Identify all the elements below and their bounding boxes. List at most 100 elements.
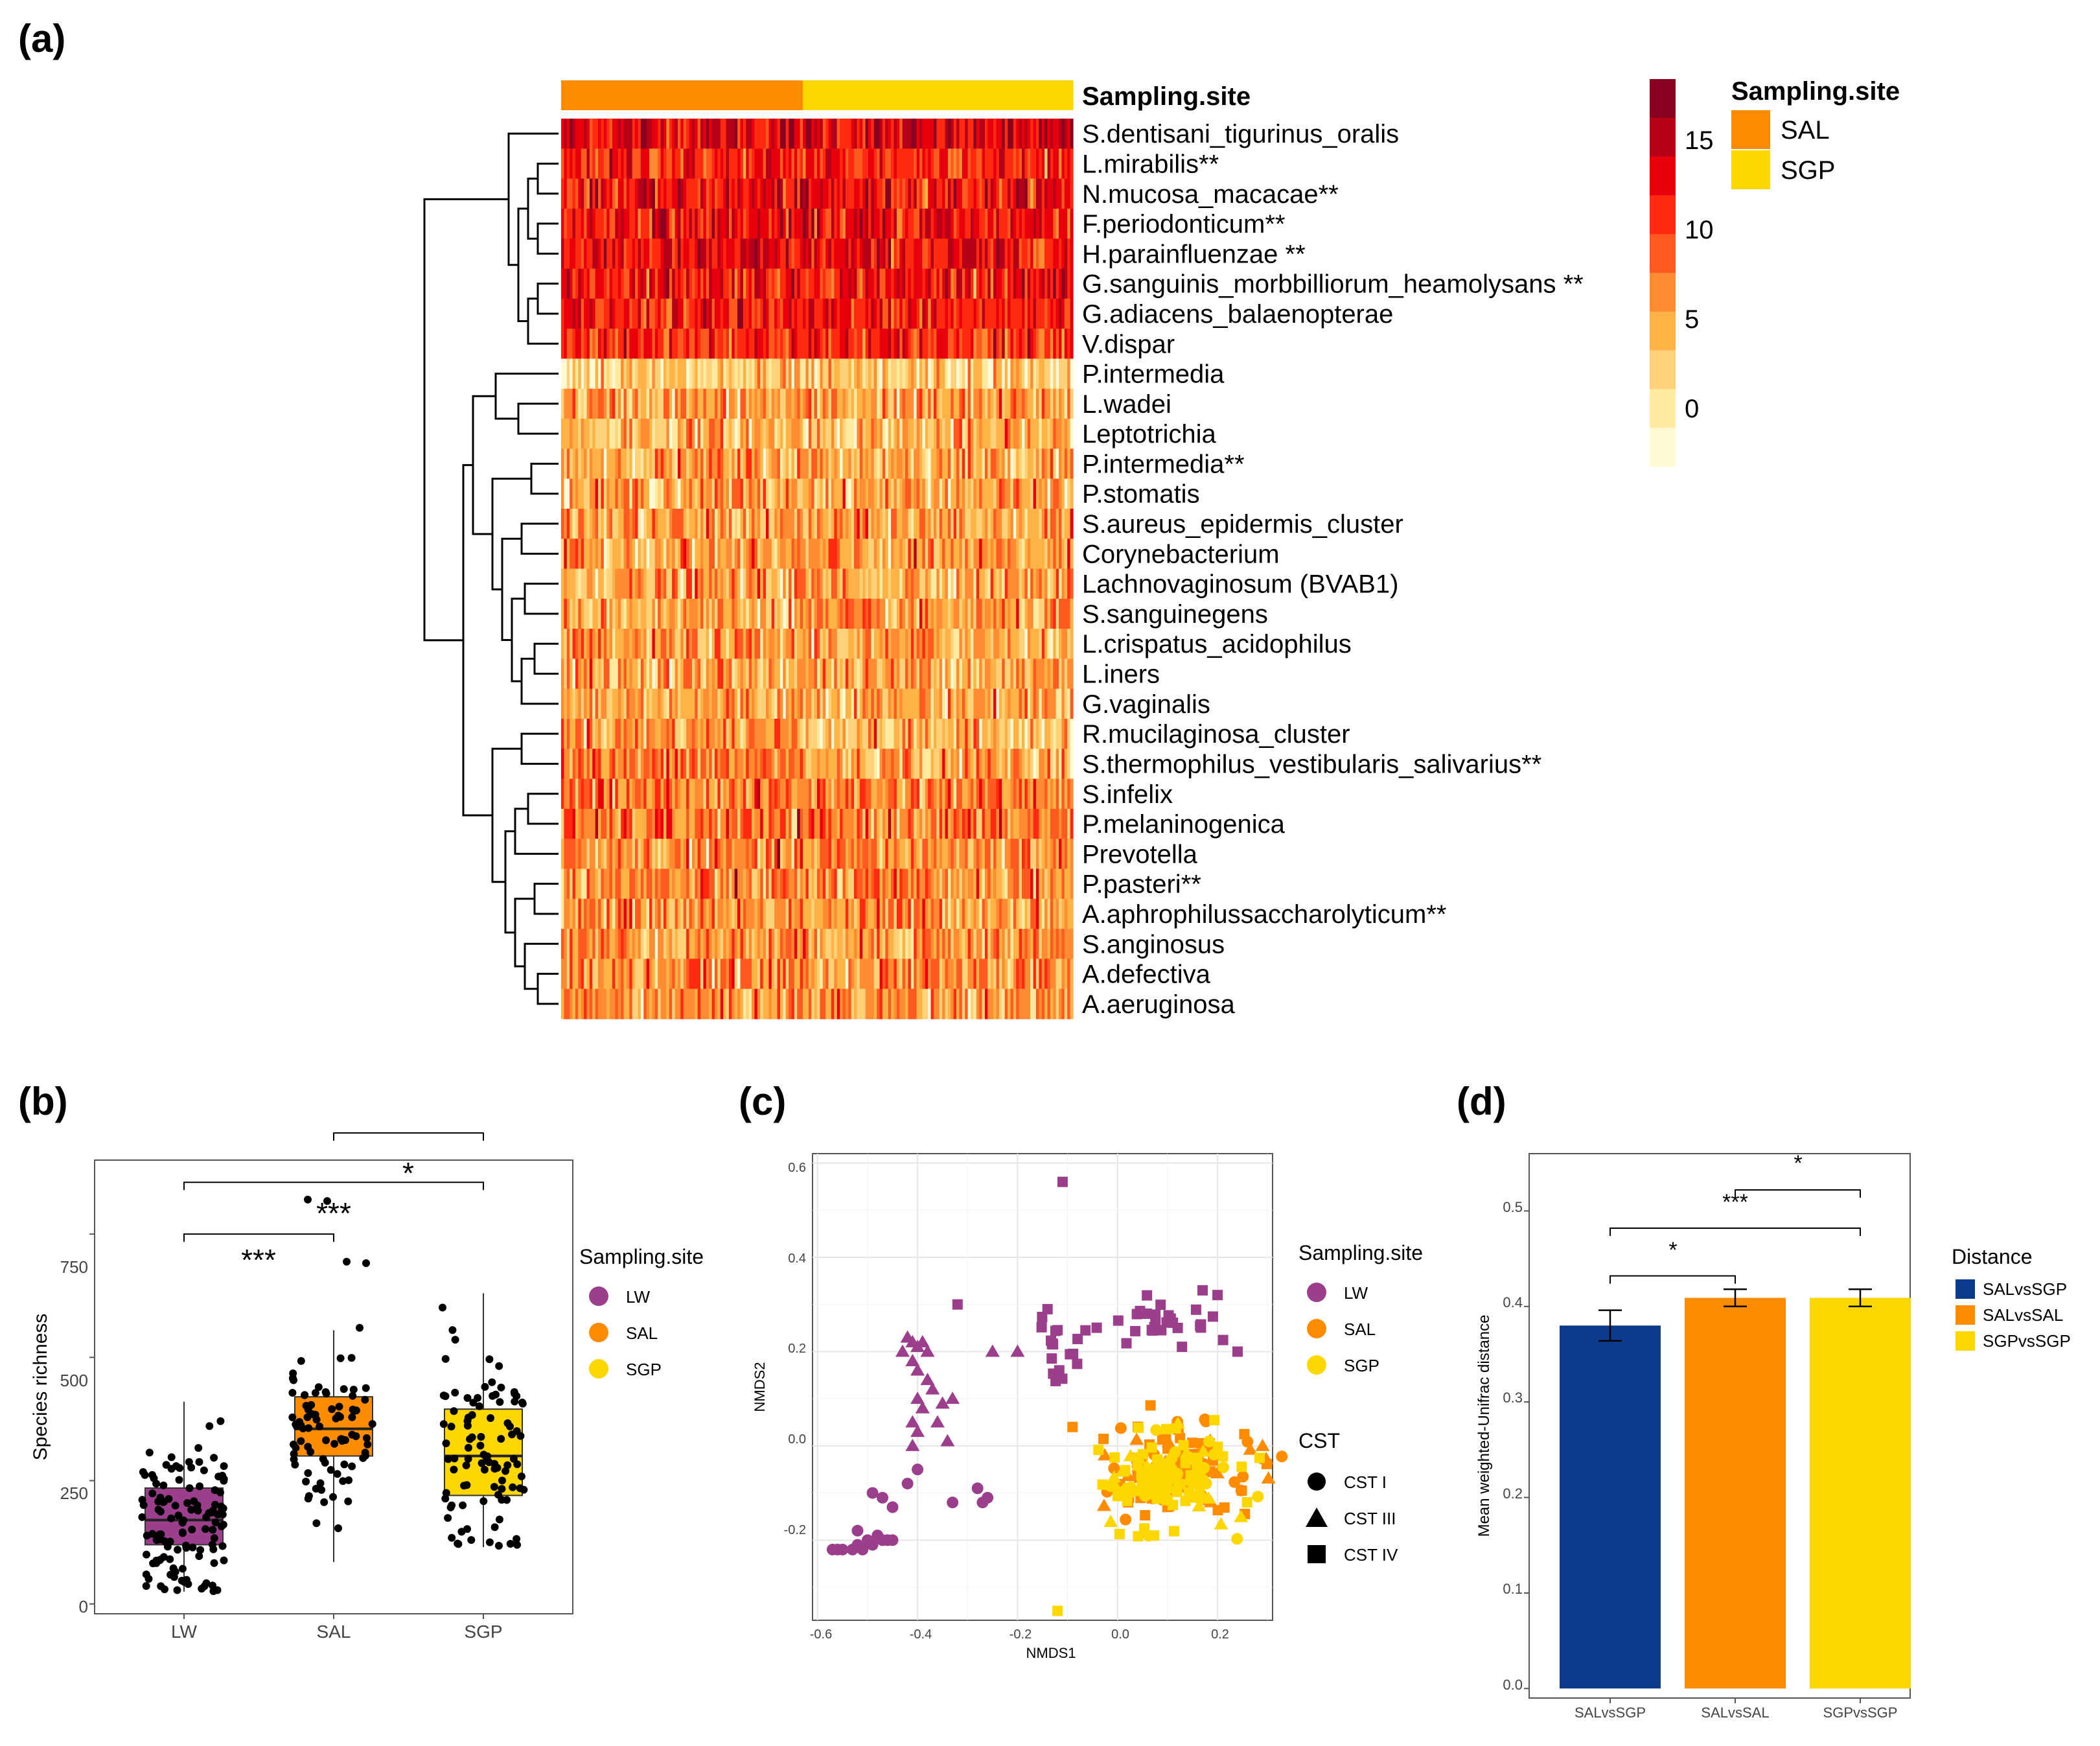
heatmap-cell <box>740 719 744 749</box>
heatmap-cell <box>979 148 983 180</box>
heatmap-cell <box>990 298 994 329</box>
heatmap-cell <box>728 688 732 719</box>
heatmap-cell <box>1013 808 1017 839</box>
heatmap-cell <box>1008 539 1011 570</box>
heatmap-cell <box>621 719 625 749</box>
heatmap-cell <box>777 329 781 359</box>
heatmap-cell <box>984 268 988 299</box>
heatmap-cell <box>805 898 809 929</box>
heatmap-cell <box>700 388 704 419</box>
heatmap-cell <box>1008 508 1011 539</box>
heatmap-cell <box>905 719 909 749</box>
heatmap-cell <box>1016 208 1020 239</box>
heatmap-cell <box>899 868 903 900</box>
heatmap-cell <box>971 598 974 629</box>
heatmap-cell <box>589 629 593 659</box>
heatmap-cell <box>942 298 946 329</box>
heatmap-cell <box>1030 388 1034 419</box>
heatmap-cell <box>825 508 829 539</box>
heatmap-cell <box>803 119 807 149</box>
heatmap-cell <box>757 508 761 539</box>
heatmap-cell <box>945 658 949 690</box>
heatmap-cell <box>1070 178 1074 209</box>
heatmap-cell <box>851 239 855 270</box>
heatmap-cell <box>862 298 866 329</box>
heatmap-cell <box>609 208 613 239</box>
heatmap-cell <box>629 448 633 480</box>
heatmap-cell <box>646 778 650 809</box>
heatmap-cell <box>726 929 730 959</box>
heatmap-cell <box>803 568 807 599</box>
heatmap-cell <box>982 419 986 449</box>
heatmap-cell <box>797 178 801 209</box>
heatmap-cell <box>663 148 667 180</box>
heatmap-cell <box>697 658 701 690</box>
heatmap-cell <box>660 929 664 959</box>
heatmap-cell <box>654 539 658 570</box>
heatmap-cell <box>771 448 775 480</box>
heatmap-cell <box>822 178 826 209</box>
heatmap-cell <box>717 119 721 149</box>
heatmap-cell <box>908 688 912 719</box>
heatmap-cell <box>930 719 934 749</box>
heatmap-cell <box>572 719 576 749</box>
heatmap-cell <box>982 298 986 329</box>
heatmap-cell <box>1041 388 1045 419</box>
heatmap-cell <box>959 119 963 149</box>
heatmap-cell <box>1035 568 1039 599</box>
heatmap-cell <box>652 658 656 690</box>
heatmap-cell <box>905 178 909 209</box>
heatmap-cell <box>902 778 906 809</box>
heatmap-cell <box>626 568 630 599</box>
heatmap-cell <box>754 868 758 900</box>
heatmap-cell <box>996 839 1000 870</box>
heatmap-cell <box>760 598 764 629</box>
heatmap-cell <box>848 298 852 329</box>
heatmap-cell <box>805 419 809 449</box>
heatmap-cell <box>922 268 926 299</box>
heatmap-cell <box>902 658 906 690</box>
heatmap-cell <box>1041 239 1045 270</box>
heatmap-cell <box>828 598 832 629</box>
heatmap-cell <box>697 808 701 839</box>
heatmap-cell <box>834 478 838 509</box>
heatmap-cell <box>888 749 892 780</box>
heatmap-cell <box>726 419 730 449</box>
heatmap-cell <box>990 839 994 870</box>
heatmap-cell <box>956 658 960 690</box>
dendrogram-branch <box>537 222 559 255</box>
heatmap-cell <box>635 239 639 270</box>
heatmap-cell <box>803 508 807 539</box>
heatmap-cell <box>1024 448 1028 480</box>
heatmap-cell <box>971 358 974 390</box>
heatmap-cell <box>1059 268 1063 299</box>
heatmap-cell <box>1008 119 1011 149</box>
heatmap-cell <box>711 119 715 149</box>
heatmap-cell <box>654 119 658 149</box>
heatmap-cell <box>720 808 724 839</box>
sampling-site-annotation-bar <box>561 80 1074 110</box>
heatmap-cell <box>757 898 761 929</box>
heatmap-cell <box>871 658 875 690</box>
heatmap-cell <box>1013 898 1017 929</box>
heatmap-cell <box>728 388 732 419</box>
heatmap-cell <box>882 508 886 539</box>
heatmap-cell <box>959 178 963 209</box>
heatmap-cell <box>691 298 695 329</box>
heatmap-cell <box>967 119 971 149</box>
heatmap-cell <box>706 658 710 690</box>
heatmap-cell <box>706 868 710 900</box>
heatmap-cell <box>933 749 937 780</box>
heatmap-cell <box>879 658 883 690</box>
heatmap-cell <box>857 478 860 509</box>
heatmap-cell <box>822 119 826 149</box>
heatmap-cell <box>586 539 590 570</box>
heatmap-cell <box>947 268 951 299</box>
heatmap-cell <box>851 329 855 359</box>
heatmap-cell <box>737 898 741 929</box>
heatmap-cell <box>748 208 752 239</box>
heatmap-cell <box>626 808 630 839</box>
heatmap-cell <box>686 808 690 839</box>
heatmap-cell <box>979 688 983 719</box>
heatmap-cell <box>939 448 943 480</box>
